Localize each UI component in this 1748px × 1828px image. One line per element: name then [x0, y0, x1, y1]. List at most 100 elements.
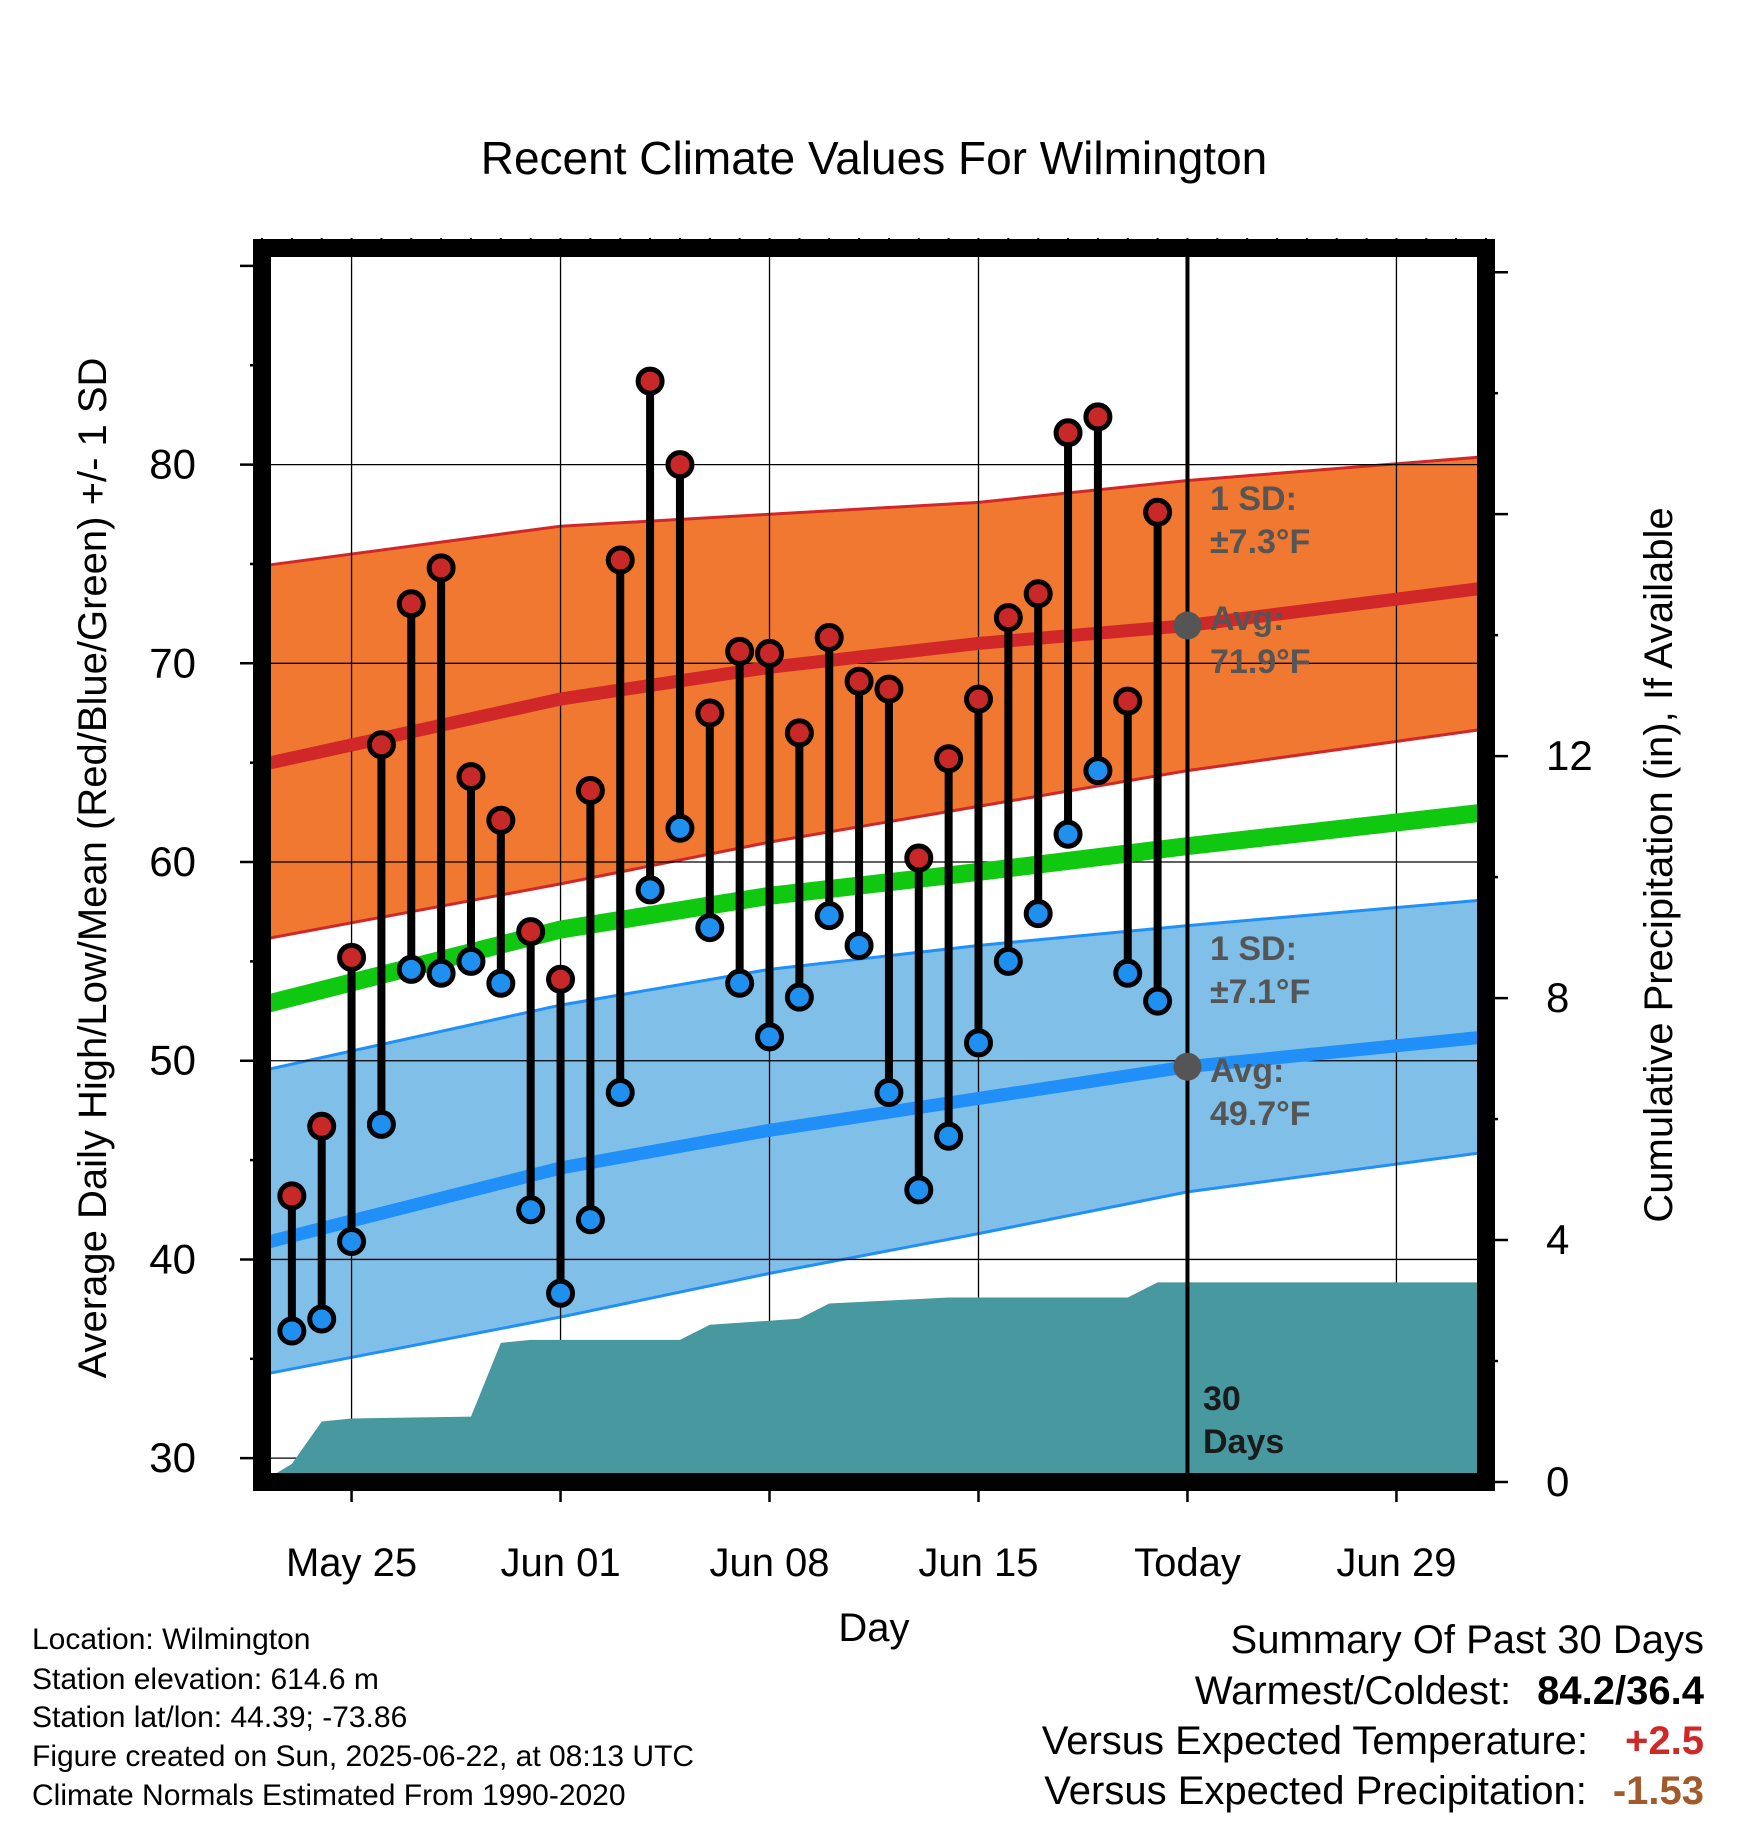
- chart-title: Recent Climate Values For Wilmington: [481, 132, 1268, 184]
- low-dot-4: [396, 954, 426, 984]
- low-sd-value: ±7.1°F: [1210, 973, 1310, 1011]
- high-dot-21: [904, 843, 934, 873]
- low-dot-7: [486, 968, 516, 998]
- low-dot-9: [546, 1278, 576, 1308]
- high-dot-20: [874, 674, 904, 704]
- low-dot-13: [665, 813, 695, 843]
- low-dot-3: [366, 1109, 396, 1139]
- low-dot-20: [874, 1078, 904, 1108]
- normal-bands: [261, 455, 1487, 1377]
- summary-warmest-coldest: Warmest/Coldest: 84.2/36.4: [1195, 1669, 1704, 1713]
- y-tick-label-50: 50: [149, 1037, 196, 1084]
- high-avg-value: 71.9°F: [1210, 643, 1311, 681]
- low-dot-2: [337, 1227, 367, 1257]
- low-sd-label: 1 SD:: [1210, 930, 1297, 968]
- low-dot-22: [934, 1121, 964, 1151]
- x-tick-label-0: May 25: [286, 1541, 417, 1585]
- high-dot-3: [366, 730, 396, 760]
- low-sd-band-upper-edge: [261, 898, 1487, 1073]
- high-dot-4: [396, 589, 426, 619]
- low-dot-29: [1143, 986, 1173, 1016]
- footer-latlon: Station lat/lon: 44.39; -73.86: [32, 1701, 408, 1734]
- low-dot-28: [1113, 958, 1143, 988]
- y-tick-label-40: 40: [149, 1235, 196, 1282]
- summary-warm-cold-value: 84.2/36.4: [1537, 1669, 1704, 1713]
- summary-title: Summary Of Past 30 Days: [1230, 1618, 1704, 1662]
- high-sd-label: 1 SD:: [1210, 480, 1297, 518]
- high-dot-11: [605, 545, 635, 575]
- high-dot-18: [814, 622, 844, 652]
- plot-border: [253, 239, 1495, 1491]
- x-tick-label-2: Jun 08: [709, 1541, 829, 1585]
- high-dot-13: [665, 450, 695, 480]
- high-dot-2: [337, 942, 367, 972]
- x-axis-label: Day: [838, 1606, 909, 1650]
- low-dot-0: [277, 1316, 307, 1346]
- high-dot-27: [1083, 402, 1113, 432]
- high-dot-24: [993, 603, 1023, 633]
- precip-area: [262, 1282, 1486, 1482]
- low-avg-value: 49.7°F: [1210, 1095, 1311, 1133]
- high-dot-28: [1113, 686, 1143, 716]
- y-right-tick-label-0: 0: [1546, 1458, 1569, 1505]
- y-tick-label-70: 70: [149, 639, 196, 686]
- high-dot-15: [725, 636, 755, 666]
- today-marker: [1173, 248, 1202, 1482]
- low-dot-26: [1053, 819, 1083, 849]
- axis-ticks: 30 40 50 60 70 80 0 4 8 12 May 25 Jun 01 Jun 08 Jun 1…: [149, 238, 1593, 1585]
- high-dot-9: [546, 964, 576, 994]
- today-low-avg-dot: [1173, 1052, 1202, 1081]
- x-tick-label-3: Jun 15: [918, 1541, 1038, 1585]
- low-dot-18: [814, 901, 844, 931]
- high-dot-10: [575, 775, 605, 805]
- y-right-axis-label: Cumulative Precipitation (in), If Availa…: [1637, 507, 1681, 1222]
- summary-temp-label: Versus Expected Temperature:: [1041, 1719, 1588, 1763]
- low-dot-19: [844, 930, 874, 960]
- high-avg-line: [260, 581, 1487, 771]
- low-dot-23: [963, 1028, 993, 1058]
- footer-created: Figure created on Sun, 2025-06-22, at 08…: [32, 1740, 695, 1773]
- low-dot-14: [695, 913, 725, 943]
- low-dot-5: [426, 958, 456, 988]
- mean-line: [259, 803, 1488, 1014]
- x-tick-label-1: Jun 01: [500, 1541, 620, 1585]
- low-sd-band-lower-edge: [261, 1150, 1487, 1377]
- low-dot-1: [307, 1304, 337, 1334]
- y-tick-label-60: 60: [149, 838, 196, 885]
- plot-frame: [253, 239, 1495, 1491]
- high-dot-0: [277, 1181, 307, 1211]
- y-right-tick-label-8: 8: [1546, 974, 1569, 1021]
- temperature-bars: [277, 366, 1173, 1346]
- low-dot-25: [1023, 899, 1053, 929]
- high-dot-12: [635, 366, 665, 396]
- low-dot-12: [635, 875, 665, 905]
- high-sd-band-lower-edge: [261, 727, 1487, 941]
- x-tick-label-4: Today: [1134, 1541, 1241, 1585]
- y-axis-label: Average Daily High/Low/Mean (Red/Blue/Gr…: [71, 358, 115, 1379]
- low-dot-17: [784, 982, 814, 1012]
- high-dot-29: [1143, 497, 1173, 527]
- low-dot-8: [516, 1195, 546, 1225]
- high-dot-16: [755, 638, 785, 668]
- x-tick-label-5: Jun 29: [1336, 1541, 1456, 1585]
- low-dot-21: [904, 1175, 934, 1205]
- low-avg-line: [260, 1030, 1487, 1250]
- low-dot-11: [605, 1078, 635, 1108]
- low-dot-16: [755, 1022, 785, 1052]
- footer-normals: Climate Normals Estimated From 1990-2020: [32, 1779, 626, 1812]
- low-avg-label: Avg:: [1210, 1052, 1284, 1090]
- y-tick-label-80: 80: [149, 441, 196, 488]
- summary-warm-cold-label: Warmest/Coldest:: [1194, 1669, 1512, 1713]
- summary-temp-value: +2.5: [1625, 1719, 1704, 1763]
- high-dot-17: [784, 718, 814, 748]
- high-dot-5: [426, 553, 456, 583]
- window-unit: Days: [1203, 1423, 1284, 1461]
- high-dot-25: [1023, 579, 1053, 609]
- low-dot-24: [993, 946, 1023, 976]
- high-dot-14: [695, 698, 725, 728]
- low-dot-15: [725, 968, 755, 998]
- high-sd-value: ±7.3°F: [1210, 523, 1310, 561]
- low-dot-27: [1083, 756, 1113, 786]
- high-dot-8: [516, 917, 546, 947]
- low-sd-band: [262, 899, 1486, 1375]
